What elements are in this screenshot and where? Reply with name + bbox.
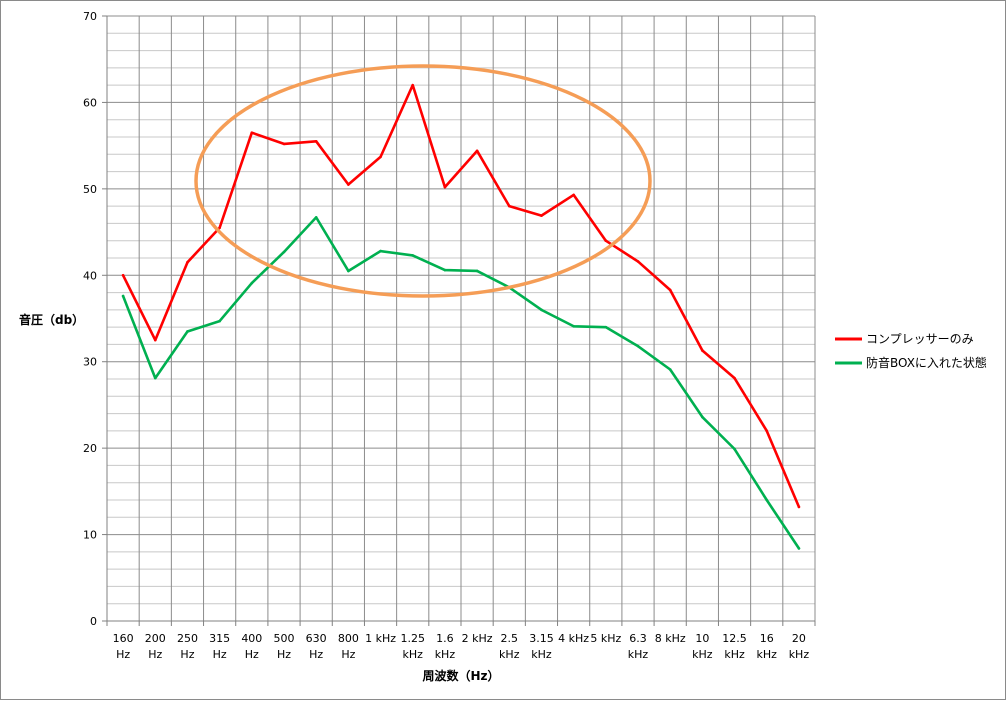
x-tick-label: 8 kHz	[655, 632, 686, 645]
data-point	[572, 193, 575, 197]
data-point	[765, 498, 769, 502]
series-lines	[121, 83, 801, 550]
data-point	[475, 149, 479, 153]
x-tick-label: 5 kHz	[590, 632, 621, 645]
data-point	[668, 288, 672, 292]
x-tick-label: 3.15 kHz	[529, 632, 554, 661]
data-point	[797, 547, 801, 550]
x-tick-label: 2.5 kHz	[499, 632, 520, 661]
data-point	[411, 254, 415, 257]
data-point	[153, 338, 157, 342]
y-tick-label: 0	[90, 615, 97, 628]
data-point	[604, 325, 608, 329]
data-point	[572, 324, 575, 328]
x-tick-label: 4 kHz	[558, 632, 589, 645]
data-point	[282, 142, 286, 146]
x-axis-ticks: 160 Hz 200 Hz 250 Hz 315 Hz 400 Hz 500 Hz 630 Hz 800 Hz…	[113, 632, 810, 661]
gridlines	[102, 15, 816, 626]
data-point	[443, 268, 447, 272]
data-point	[121, 273, 125, 277]
data-point	[186, 330, 189, 333]
x-tick-label: 250 Hz	[177, 632, 198, 661]
data-point	[347, 269, 350, 273]
data-point	[701, 415, 704, 419]
data-point	[153, 376, 157, 380]
series-line-1	[121, 83, 801, 509]
data-point	[701, 349, 704, 352]
data-point	[314, 216, 318, 219]
data-point	[347, 183, 350, 186]
x-tick-label: 1 kHz	[365, 632, 396, 645]
y-tick-label: 50	[83, 183, 97, 196]
data-point	[411, 83, 415, 87]
y-tick-label: 10	[83, 529, 97, 542]
x-axis-title: 周波数（Hz）	[422, 668, 499, 683]
y-tick-label: 20	[83, 442, 97, 455]
x-tick-label: 160 Hz	[113, 632, 134, 661]
data-point	[540, 308, 543, 312]
legend-label: コンプレッサーのみ	[866, 332, 974, 346]
data-point	[765, 429, 769, 433]
highlight-ellipse	[194, 64, 652, 298]
x-tick-label: 500 Hz	[274, 632, 295, 661]
x-tick-label: 400 Hz	[241, 632, 262, 661]
data-point	[636, 344, 640, 348]
x-tick-label: 200 Hz	[145, 632, 166, 661]
data-point	[314, 140, 318, 143]
data-point	[218, 226, 221, 230]
x-tick-label: 10 kHz	[692, 632, 713, 661]
legend-label: 防音BOXに入れた状態	[866, 355, 987, 370]
y-tick-label: 40	[83, 269, 97, 282]
x-tick-label: 6.3 kHz	[628, 632, 649, 661]
data-point	[507, 204, 511, 208]
data-point	[636, 260, 640, 263]
x-tick-label: 800 Hz	[338, 632, 359, 661]
x-tick-label: 12.5 kHz	[722, 632, 747, 661]
x-tick-label: 16 kHz	[757, 632, 778, 661]
data-point	[733, 447, 736, 451]
y-tick-label: 30	[83, 356, 97, 369]
x-tick-label: 1.25 kHz	[400, 632, 425, 661]
y-axis-title: 音圧（db）	[19, 312, 84, 327]
data-point	[282, 250, 286, 254]
x-tick-label: 2 kHz	[462, 632, 493, 645]
series-line-2	[121, 216, 801, 550]
y-axis-ticks: 0 10 20 30 40 50 60 70	[83, 10, 97, 628]
data-point	[733, 376, 736, 380]
data-point	[475, 269, 479, 273]
data-point	[250, 281, 254, 285]
data-point	[797, 505, 801, 509]
data-point	[379, 155, 382, 159]
data-point	[379, 249, 382, 253]
data-point	[186, 261, 189, 264]
data-point	[604, 239, 608, 243]
x-tick-label: 315 Hz	[209, 632, 230, 661]
y-tick-label: 60	[83, 96, 97, 109]
data-point	[250, 131, 254, 134]
data-point	[443, 185, 447, 189]
data-point	[121, 294, 125, 298]
data-point	[218, 319, 221, 323]
data-point	[668, 368, 672, 371]
x-tick-label: 20 kHz	[789, 632, 810, 661]
y-tick-label: 70	[83, 10, 97, 23]
x-tick-label: 630 Hz	[306, 632, 327, 661]
x-tick-label: 1.6 kHz	[435, 632, 456, 661]
data-point	[540, 214, 543, 217]
